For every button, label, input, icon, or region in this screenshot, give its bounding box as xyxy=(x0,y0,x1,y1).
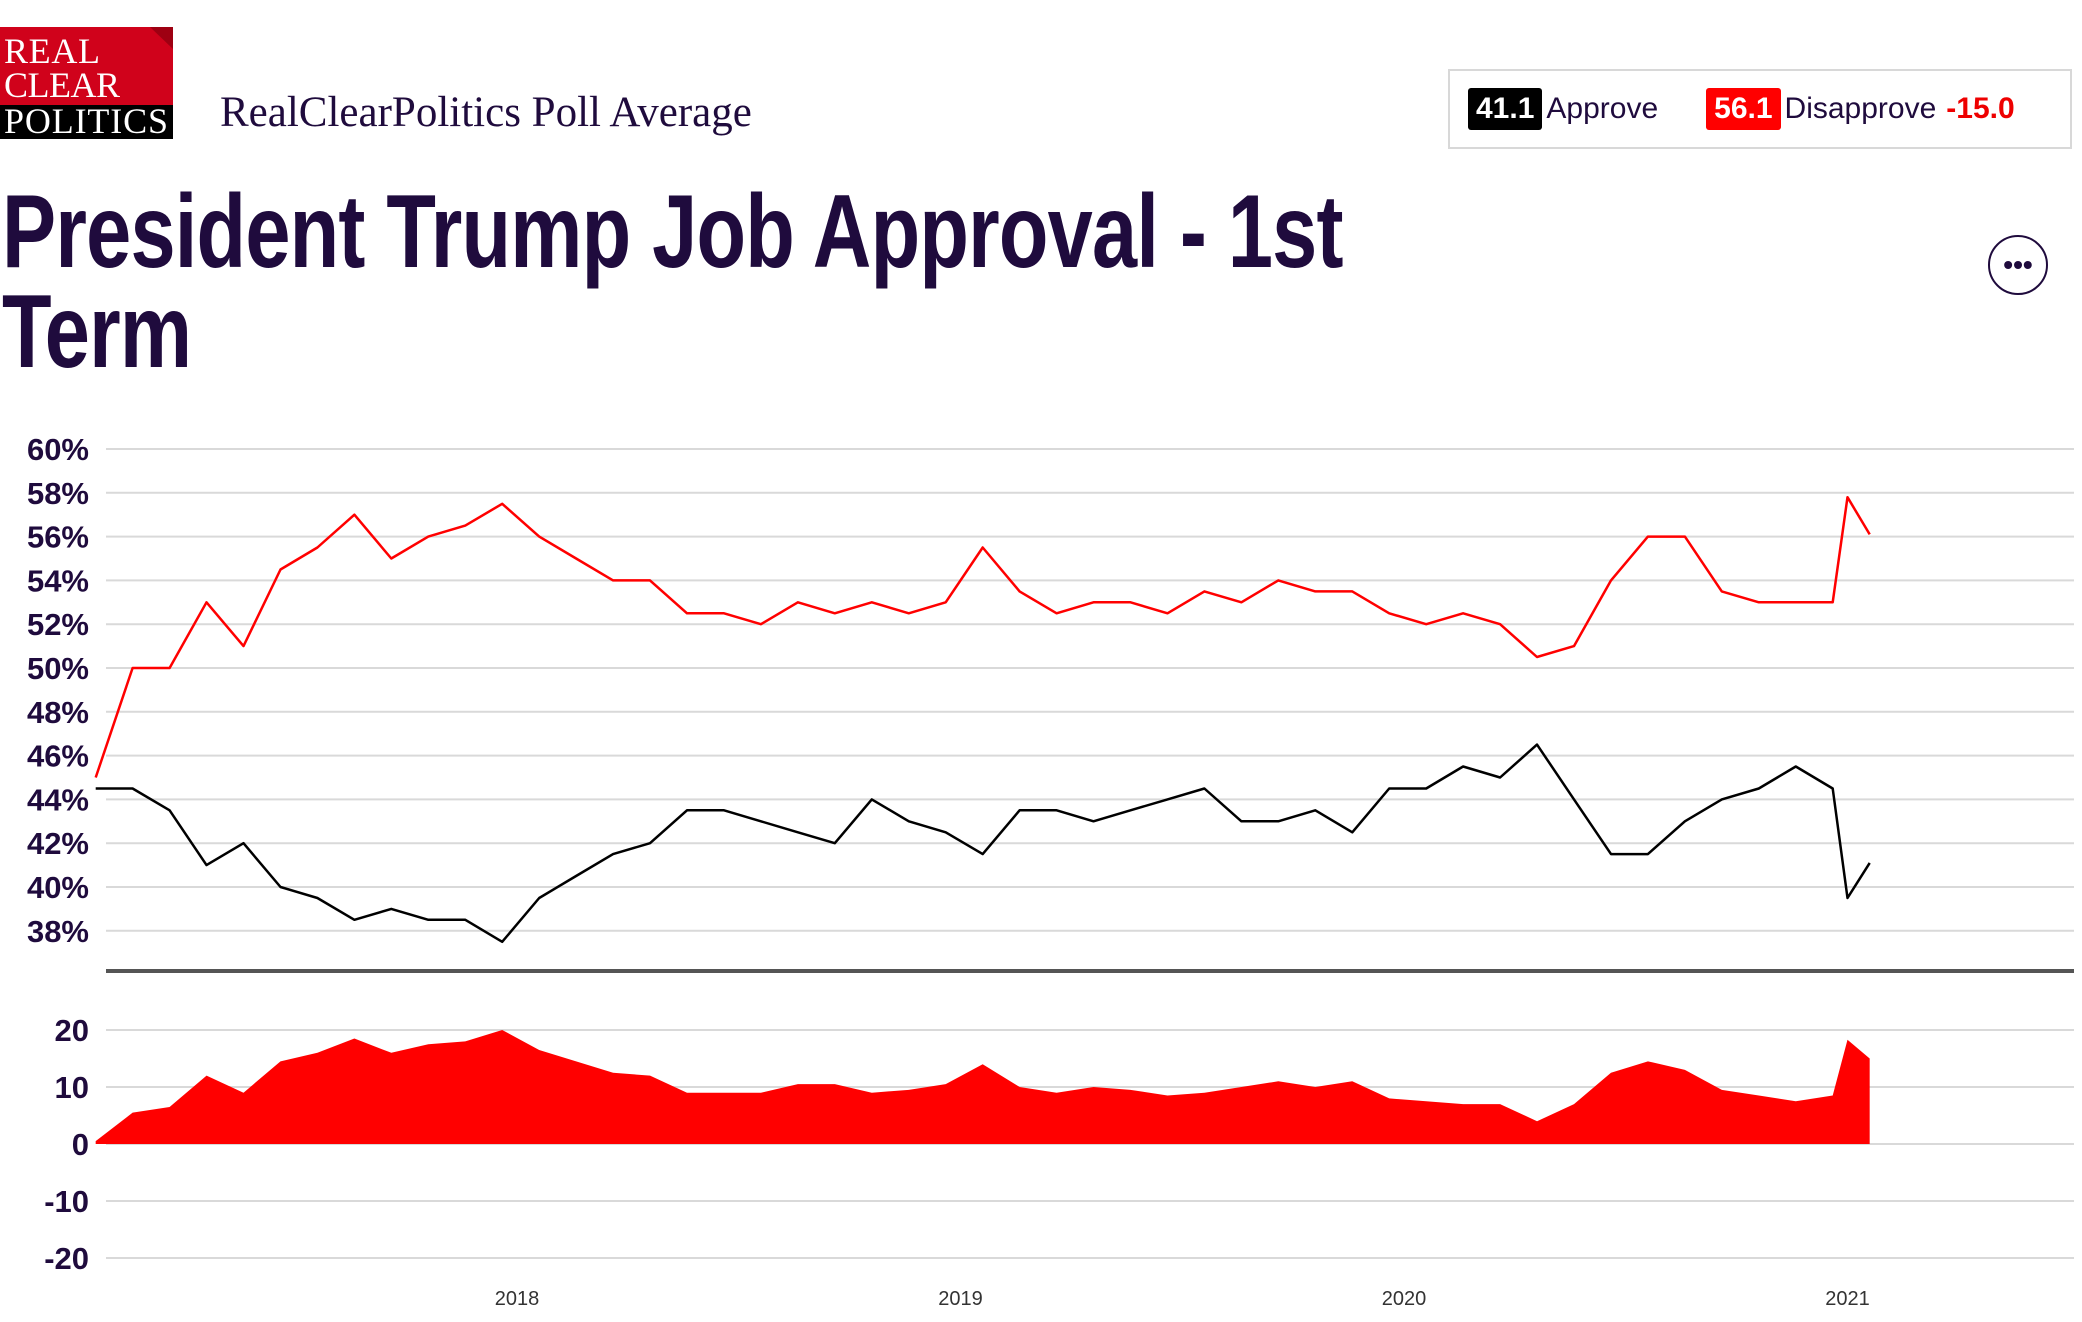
disapprove-label: Disapprove xyxy=(1784,92,1937,125)
ellipsis-icon: ••• xyxy=(2003,249,2033,280)
x-tick-label: 2019 xyxy=(938,1288,983,1310)
rcp-logo: REAL CLEAR POLITICS xyxy=(0,27,173,139)
spread-y-tick-label: 10 xyxy=(55,1070,89,1105)
x-tick-label: 2020 xyxy=(1382,1288,1427,1310)
legend-box: 41.1 Approve 56.1 Disapprove -15.0 xyxy=(1448,69,2072,149)
y-tick-label: 42% xyxy=(27,826,89,861)
approve-line xyxy=(95,743,1871,944)
y-tick-label: 60% xyxy=(27,432,89,467)
y-tick-label: 56% xyxy=(27,520,89,555)
disapprove-value-badge: 56.1 xyxy=(1706,88,1781,130)
approve-value-badge: 41.1 xyxy=(1468,88,1543,130)
y-tick-label: 44% xyxy=(27,782,89,817)
svg-text:POLITICS: POLITICS xyxy=(4,101,168,139)
page-title: President Trump Job Approval - 1st Term xyxy=(2,174,1344,390)
poll-average-subtitle: RealClearPolitics Poll Average xyxy=(220,89,752,136)
svg-text:REAL: REAL xyxy=(4,31,100,71)
y-tick-label: 52% xyxy=(27,607,89,642)
y-tick-label: 50% xyxy=(27,651,89,686)
spread-y-tick-label: 20 xyxy=(55,1013,89,1048)
x-tick-label: 2018 xyxy=(495,1288,540,1310)
spread-value: -15.0 xyxy=(1946,92,2015,125)
y-tick-label: 48% xyxy=(27,695,89,730)
more-options-button[interactable]: ••• xyxy=(1988,235,2048,295)
spread-y-tick-label: 0 xyxy=(72,1127,89,1162)
y-tick-label: 54% xyxy=(27,563,89,598)
disapprove-line xyxy=(94,495,1871,778)
y-tick-label: 40% xyxy=(27,870,89,905)
svg-text:CLEAR: CLEAR xyxy=(4,65,120,105)
x-tick-label: 2021 xyxy=(1825,1288,1870,1310)
y-tick-label: 38% xyxy=(27,914,89,949)
spread-area xyxy=(95,1030,1870,1144)
spread-y-tick-label: -10 xyxy=(44,1184,89,1219)
y-tick-label: 58% xyxy=(27,476,89,511)
y-tick-label: 46% xyxy=(27,739,89,774)
spread-y-tick-label: -20 xyxy=(44,1241,89,1276)
approve-label: Approve xyxy=(1546,92,1659,125)
